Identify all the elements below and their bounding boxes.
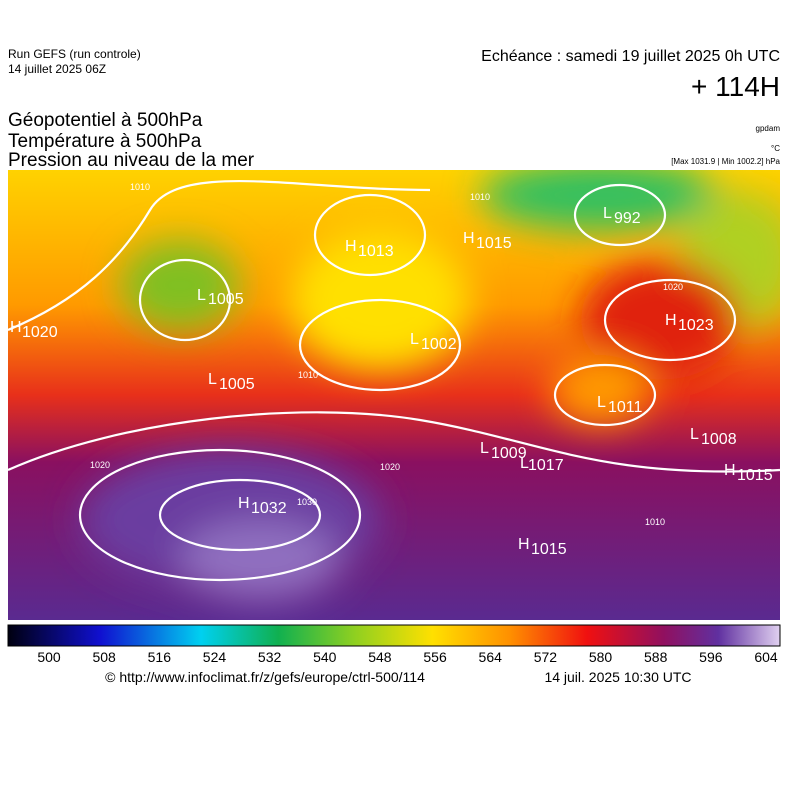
colorbar-tick-label: 524 xyxy=(203,649,227,665)
colorbar-tick-label: 580 xyxy=(589,649,613,665)
center-value: 1017 xyxy=(528,457,564,474)
title: Température à 500hPa xyxy=(8,131,202,152)
issue-time: 14 juil. 2025 10:30 UTC xyxy=(544,669,691,685)
center-value: 1002 xyxy=(421,336,457,353)
isobar-label: 1010 xyxy=(130,182,150,192)
isobar-label: 1010 xyxy=(298,370,318,380)
unit: [Max 1031.9 | Min 1002.2] hPa xyxy=(671,157,780,166)
title: Pression au niveau de la mer xyxy=(8,150,255,171)
center-value: 1008 xyxy=(701,431,737,448)
center-value: 1011 xyxy=(608,399,643,416)
isobar-labels: 1010 1020 1030 1020 1010 1010 1020 1010 xyxy=(90,182,683,527)
center-value: 1032 xyxy=(251,500,287,517)
isobar-label: 1020 xyxy=(663,282,683,292)
isobar-label: 1020 xyxy=(90,460,110,470)
colorbar-tick-label: 604 xyxy=(754,649,778,665)
colorbar-tick-label: 508 xyxy=(92,649,116,665)
isobar-label: 1020 xyxy=(380,462,400,472)
pressure-centers: H 1020 L 1005 L 1005 H 1032 H 1013 L 1002 H 101… xyxy=(10,205,773,558)
center-letter: L xyxy=(208,371,217,388)
center-letter: L xyxy=(690,426,699,443)
center-value: 1015 xyxy=(737,467,773,484)
colorbar-tick-label: 500 xyxy=(37,649,61,665)
lead-time: + 114H xyxy=(691,71,780,102)
unit: gpdam xyxy=(756,124,781,133)
center-letter: L xyxy=(597,394,606,411)
center-letter: H xyxy=(724,462,736,479)
colorbar-tick-label: 556 xyxy=(423,649,447,665)
center-letter: H xyxy=(665,312,677,329)
echeance: Echéance : samedi 19 juillet 2025 0h UTC xyxy=(481,48,780,65)
center-value: 1005 xyxy=(219,376,255,393)
center-letter: L xyxy=(603,205,612,222)
colorbar-tick-label: 540 xyxy=(313,649,337,665)
center-value: 1009 xyxy=(491,445,527,462)
center-value: 1015 xyxy=(476,235,512,252)
isobar-label: 1030 xyxy=(297,497,317,507)
center-letter: H xyxy=(463,230,475,247)
isobar-label: 1010 xyxy=(645,517,665,527)
center-value: 1023 xyxy=(678,317,714,334)
colorbar-tick-label: 516 xyxy=(148,649,172,665)
center-letter: L xyxy=(410,331,419,348)
source: © http://www.infoclimat.fr/z/gefs/europe… xyxy=(105,669,425,685)
center-letter: L xyxy=(520,455,529,472)
center-value: 1015 xyxy=(531,541,567,558)
center-letter: L xyxy=(197,287,206,304)
center-letter: H xyxy=(345,238,357,255)
isobar-label: 1010 xyxy=(470,192,490,202)
colorbar-tick-label: 564 xyxy=(479,649,503,665)
run-date: 14 juillet 2025 06Z xyxy=(8,62,106,76)
unit: °C xyxy=(771,144,780,153)
colorbar-tick-label: 548 xyxy=(368,649,392,665)
colorbar-tick-label: 588 xyxy=(644,649,668,665)
title: Géopotentiel à 500hPa xyxy=(8,110,203,131)
center-letter: H xyxy=(518,536,530,553)
map xyxy=(8,170,780,620)
colorbar-ticks: 500 508 516 524 532 540 548 556 564 572 580 588 596 6… xyxy=(37,649,778,665)
colorbar-tick-label: 572 xyxy=(534,649,558,665)
colorbar xyxy=(7,624,781,647)
colorbar-tick-label: 532 xyxy=(258,649,282,665)
colorbar-tick-label: 596 xyxy=(699,649,723,665)
center-letter: H xyxy=(10,319,22,336)
center-letter: H xyxy=(238,495,250,512)
center-value: 1005 xyxy=(208,291,244,308)
center-value: 1013 xyxy=(358,243,394,260)
center-value: 1020 xyxy=(22,324,58,341)
center-letter: L xyxy=(480,440,489,457)
center-value: 992 xyxy=(614,210,641,227)
run: Run GEFS (run controle) xyxy=(8,47,141,61)
